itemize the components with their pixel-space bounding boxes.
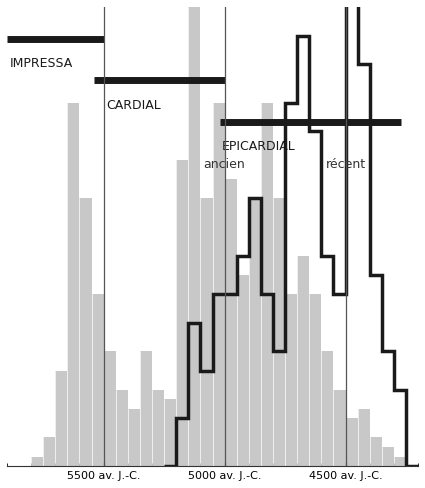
Text: récent: récent [326, 159, 366, 171]
Text: EPICARDIAL: EPICARDIAL [222, 140, 296, 153]
Text: ancien: ancien [204, 159, 246, 171]
Text: CARDIAL: CARDIAL [106, 99, 161, 112]
Text: IMPRESSA: IMPRESSA [9, 58, 73, 70]
